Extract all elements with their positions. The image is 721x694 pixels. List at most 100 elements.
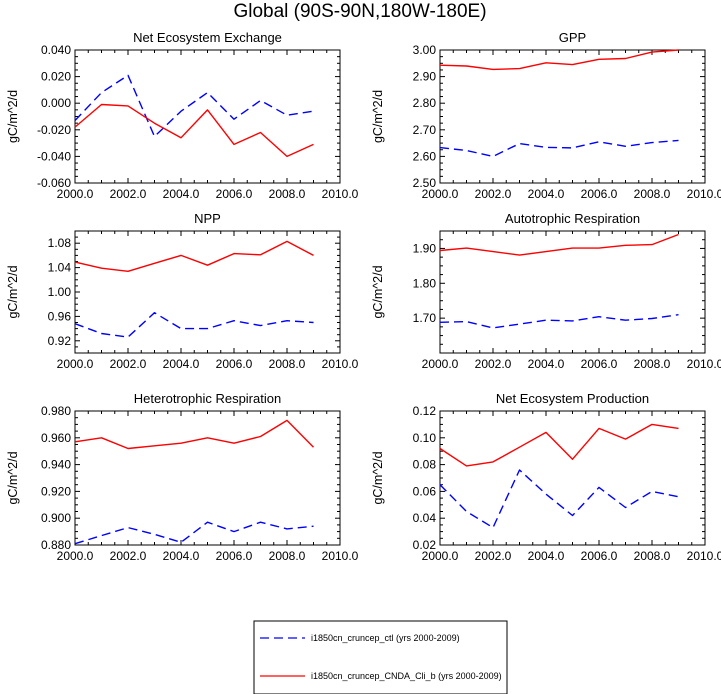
x-tick-label: 2002.0 xyxy=(475,357,512,371)
y-tick-label: 0.92 xyxy=(48,334,72,348)
x-tick-label: 2010.0 xyxy=(322,187,359,201)
x-tick-label: 2006.0 xyxy=(581,187,618,201)
series-line-cnda xyxy=(439,49,679,71)
y-tick-label: 2.60 xyxy=(413,149,437,163)
series-line-cnda xyxy=(439,233,679,256)
y-tick-label: 2.80 xyxy=(413,96,437,110)
x-tick-label: 2006.0 xyxy=(581,549,618,563)
y-tick-label: 2.90 xyxy=(413,70,437,84)
y-tick-label: -0.060 xyxy=(37,176,71,190)
x-tick-label: 2008.0 xyxy=(269,357,306,371)
x-tick-label: 2000.0 xyxy=(422,187,459,201)
series-line-ctl xyxy=(74,312,314,338)
y-axis-label: gC/m^2/d xyxy=(6,265,20,318)
panel-6: Net Ecosystem Production gC/m^2/d 2000.0 20… xyxy=(371,391,721,563)
y-tick-label: 1.80 xyxy=(413,276,437,290)
y-tick-label: 0.880 xyxy=(41,538,71,552)
x-tick-label: 2008.0 xyxy=(269,549,306,563)
x-tick-label: 2006.0 xyxy=(216,187,253,201)
legend-box xyxy=(253,620,508,694)
legend-label-cnda: i1850cn_cruncep_CNDA_Cli_b (yrs 2000-200… xyxy=(311,671,502,681)
plot-frame xyxy=(74,410,341,546)
x-tick-label: 2008.0 xyxy=(634,187,671,201)
figure-title: Global (90S-90N,180W-180E) xyxy=(233,1,486,22)
panel-title: NPP xyxy=(194,211,221,226)
panel-4: Autotrophic Respiration gC/m^2/d 2000.0 200… xyxy=(371,211,721,371)
x-tick-label: 2004.0 xyxy=(163,187,200,201)
y-tick-label: 0.940 xyxy=(41,458,71,472)
x-tick-label: 2008.0 xyxy=(634,549,671,563)
series-line-cnda xyxy=(439,423,679,467)
y-tick-label: 0.96 xyxy=(48,309,72,323)
series-line-cnda xyxy=(74,103,314,158)
x-tick-label: 2000.0 xyxy=(422,357,459,371)
plot-frame xyxy=(439,49,706,184)
x-tick-label: 2002.0 xyxy=(475,549,512,563)
x-tick-label: 2000.0 xyxy=(422,549,459,563)
panel-2: GPP gC/m^2/d 2000.0 2002.0 2004.0 2006.0 2008.… xyxy=(371,30,721,201)
x-tick-label: 2008.0 xyxy=(634,357,671,371)
x-tick-label: 2006.0 xyxy=(581,357,618,371)
y-tick-label: 1.90 xyxy=(413,241,437,255)
x-tick-label: 2002.0 xyxy=(110,187,147,201)
x-tick-label: 2010.0 xyxy=(322,357,359,371)
x-tick-label: 2002.0 xyxy=(110,357,147,371)
plot-frame xyxy=(74,49,341,184)
x-tick-label: 2002.0 xyxy=(110,549,147,563)
y-axis-label: gC/m^2/d xyxy=(371,265,385,318)
x-tick-label: 2010.0 xyxy=(687,549,721,563)
panels: Net Ecosystem Exchange gC/m^2/d 2000.0 2002… xyxy=(6,30,721,563)
y-axis-label: gC/m^2/d xyxy=(6,90,20,143)
series-line-cnda xyxy=(74,240,314,272)
series-line-ctl xyxy=(439,139,679,158)
y-tick-label: 0.12 xyxy=(413,404,437,418)
x-tick-label: 2004.0 xyxy=(528,357,565,371)
x-tick-label: 2010.0 xyxy=(687,357,721,371)
y-tick-label: 0.040 xyxy=(41,43,71,57)
y-tick-label: 0.10 xyxy=(413,431,437,445)
panel-title: Net Ecosystem Production xyxy=(496,391,649,406)
x-tick-label: 2010.0 xyxy=(687,187,721,201)
y-axis-label: gC/m^2/d xyxy=(371,451,385,504)
legend: i1850cn_cruncep_ctl (yrs 2000-2009) i185… xyxy=(253,620,508,694)
y-tick-label: 1.08 xyxy=(48,236,72,250)
y-tick-label: 0.08 xyxy=(413,458,437,472)
y-tick-label: 0.000 xyxy=(41,96,71,110)
x-tick-label: 2004.0 xyxy=(163,549,200,563)
x-tick-label: 2004.0 xyxy=(528,549,565,563)
y-tick-label: 0.980 xyxy=(41,404,71,418)
y-tick-label: 0.04 xyxy=(413,511,437,525)
series-line-ctl xyxy=(439,469,679,529)
y-tick-label: 0.020 xyxy=(41,70,71,84)
x-tick-label: 2004.0 xyxy=(528,187,565,201)
y-tick-label: -0.020 xyxy=(37,123,71,137)
y-tick-label: -0.040 xyxy=(37,149,71,163)
y-axis-label: gC/m^2/d xyxy=(371,90,385,143)
panel-title: Heterotrophic Respiration xyxy=(134,391,281,406)
plot-frame xyxy=(439,410,706,546)
y-tick-label: 0.960 xyxy=(41,431,71,445)
panel-title: Autotrophic Respiration xyxy=(505,211,640,226)
panel-3: NPP gC/m^2/d 2000.0 2002.0 2004.0 2006.0 2008.… xyxy=(6,211,359,371)
series-line-cnda xyxy=(74,419,314,450)
plot-frame xyxy=(74,230,341,354)
series-line-ctl xyxy=(74,521,314,545)
x-tick-label: 2010.0 xyxy=(322,549,359,563)
series-line-ctl xyxy=(439,314,679,329)
y-tick-label: 2.50 xyxy=(413,176,437,190)
y-tick-label: 1.00 xyxy=(48,285,72,299)
x-tick-label: 2000.0 xyxy=(57,187,94,201)
series-line-ctl xyxy=(74,74,314,138)
y-axis-label: gC/m^2/d xyxy=(6,451,20,504)
y-tick-label: 0.02 xyxy=(413,538,437,552)
y-tick-label: 0.920 xyxy=(41,484,71,498)
y-tick-label: 0.900 xyxy=(41,511,71,525)
panel-title: GPP xyxy=(559,30,586,45)
y-tick-label: 1.04 xyxy=(48,261,72,275)
panel-1: Net Ecosystem Exchange gC/m^2/d 2000.0 2002… xyxy=(6,30,359,201)
x-tick-label: 2006.0 xyxy=(216,549,253,563)
panel-title: Net Ecosystem Exchange xyxy=(133,30,282,45)
x-tick-label: 2000.0 xyxy=(57,549,94,563)
x-tick-label: 2004.0 xyxy=(163,357,200,371)
